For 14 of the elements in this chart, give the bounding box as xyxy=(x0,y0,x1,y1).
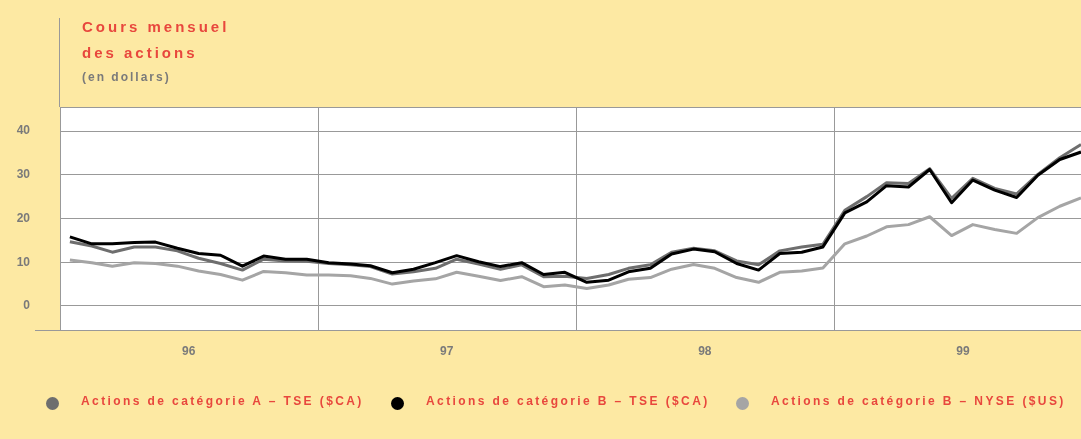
x-tick-label: 97 xyxy=(440,343,454,358)
y-tick-label: 40 xyxy=(16,123,31,138)
legend-label: Actions de catégorie B – TSE ($CA) xyxy=(426,393,711,410)
x-tick-label: 99 xyxy=(956,343,970,358)
chart-title: Cours mensuel des actions xyxy=(82,17,231,63)
x-tick-label: 98 xyxy=(698,343,712,358)
legend-label: Actions de catégorie A – TSE ($CA) xyxy=(81,393,365,410)
y-tick-label: 0 xyxy=(23,298,31,313)
y-tick-label: 10 xyxy=(16,254,31,269)
x-tick-label: 96 xyxy=(182,343,196,358)
y-tick-label: 30 xyxy=(16,167,31,182)
y-tick-label: 20 xyxy=(16,210,31,225)
legend-label: Actions de catégorie B – NYSE ($US) xyxy=(771,393,1067,410)
chart-subtitle: (en dollars) xyxy=(82,70,171,84)
